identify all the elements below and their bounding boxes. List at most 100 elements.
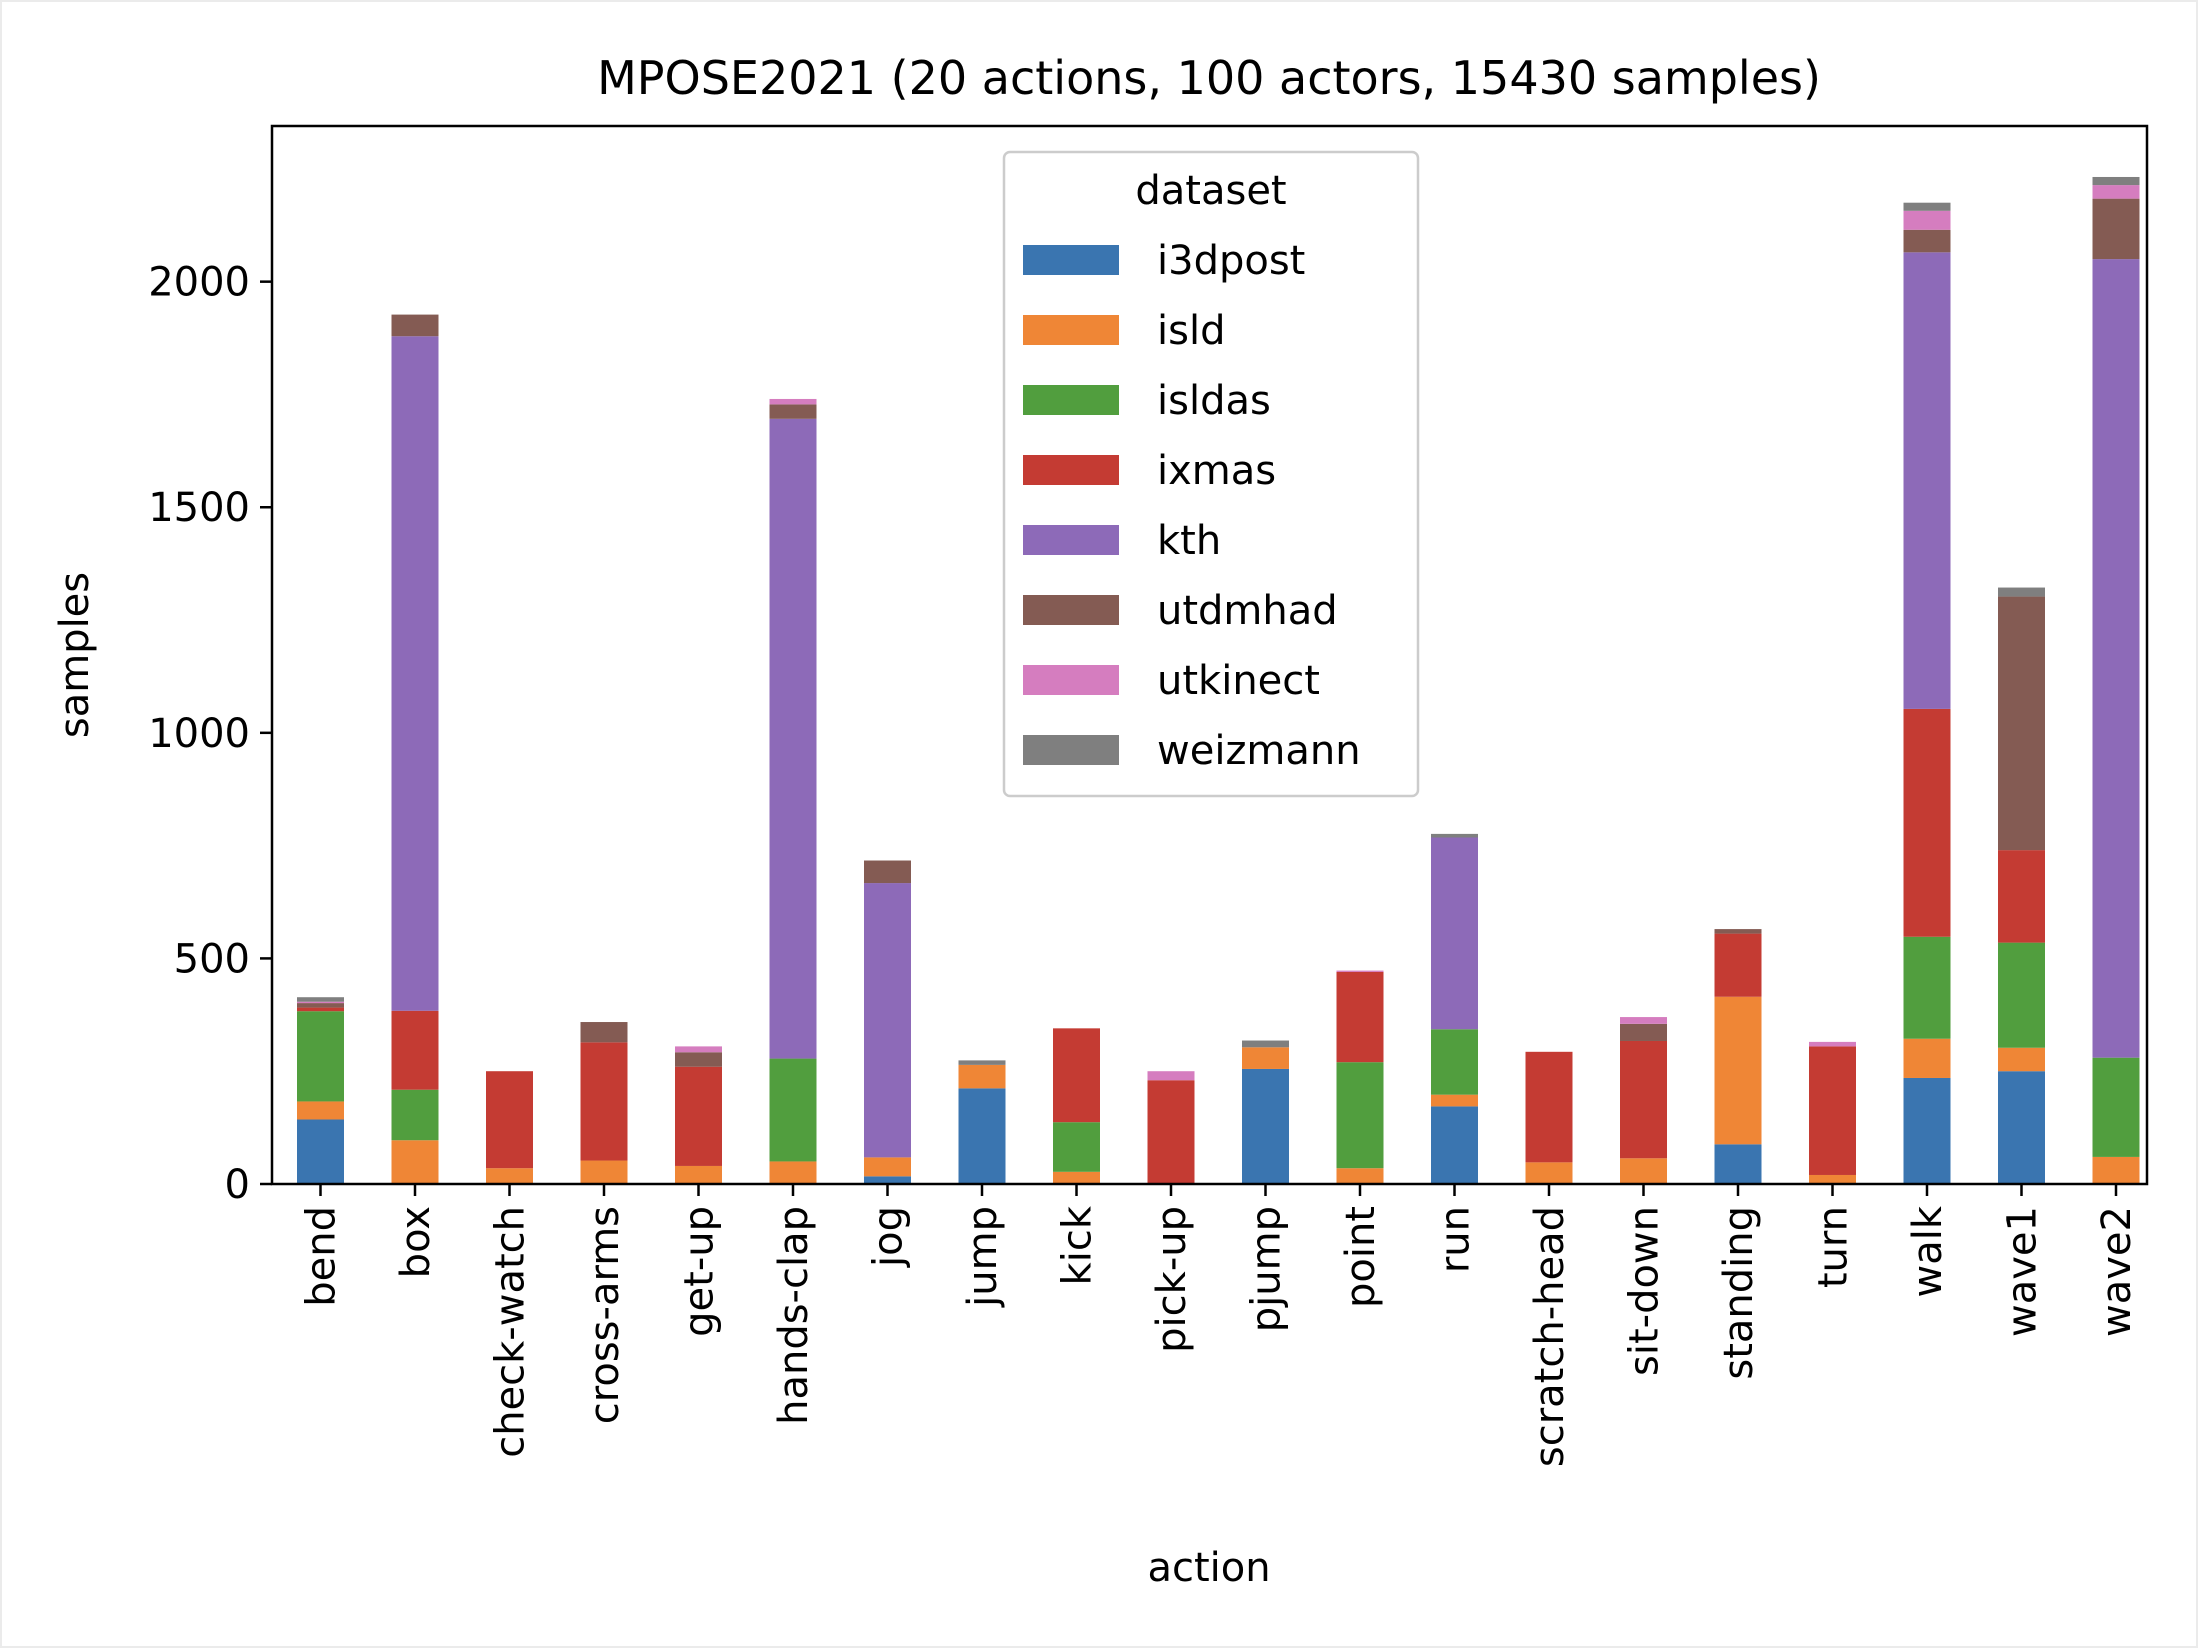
x-tick-label-get-up: get-up: [677, 1206, 723, 1337]
x-tick-label-pick-up: pick-up: [1149, 1206, 1195, 1353]
bar-jump-isld: [958, 1064, 1006, 1089]
bar-wave2-isldas: [2092, 1057, 2140, 1157]
bar-bend-weizmann: [297, 997, 344, 1002]
bar-bend-i3dpost: [297, 1119, 344, 1184]
bar-standing-isld: [1714, 996, 1762, 1145]
bar-cross-arms-ixmas: [580, 1042, 628, 1161]
bar-kick-isld: [1053, 1171, 1100, 1184]
x-tick-label-walk: walk: [1905, 1205, 1951, 1297]
bar-cross-arms-utdmhad: [580, 1022, 628, 1043]
bar-run-isld: [1431, 1094, 1478, 1107]
bar-get-up-utdmhad: [675, 1052, 722, 1067]
bar-pjump-i3dpost: [1242, 1068, 1289, 1184]
bar-point-utkinect: [1336, 970, 1384, 972]
bar-bend-utdmhad: [297, 1003, 344, 1008]
bar-cross-arms-isld: [580, 1160, 628, 1184]
bar-hands-clap-utkinect: [769, 398, 817, 405]
x-tick-label-box: box: [393, 1206, 439, 1278]
x-axis: bend box check-watch cross-arms get-up hands-…: [299, 1184, 2140, 1467]
legend-title: dataset: [1135, 168, 1286, 214]
bar-pick-up-utkinect: [1147, 1071, 1195, 1081]
bar-bend-ixmas: [297, 1007, 344, 1012]
bar-hands-clap-kth: [769, 418, 817, 1059]
x-tick-label-run: run: [1433, 1206, 1479, 1273]
bar-sit-down-utkinect: [1620, 1017, 1667, 1024]
bar-run-weizmann: [1431, 833, 1478, 838]
bar-scratch-head-isld: [1525, 1162, 1573, 1184]
bar-hands-clap-isld: [769, 1161, 817, 1184]
bar-sit-down-isld: [1620, 1158, 1667, 1184]
x-tick-label-bend: bend: [299, 1206, 345, 1307]
bar-pick-up-ixmas: [1147, 1080, 1195, 1184]
bar-point-isld: [1336, 1168, 1384, 1184]
bar-point-isldas: [1336, 1062, 1384, 1169]
bar-hands-clap-utdmhad: [769, 404, 817, 419]
x-tick-label-turn: turn: [1811, 1206, 1857, 1288]
x-axis-label: action: [1147, 1545, 1270, 1591]
bar-jump-i3dpost: [958, 1088, 1006, 1184]
bar-point-ixmas: [1336, 971, 1384, 1063]
bar-sit-down-utdmhad: [1620, 1023, 1667, 1041]
legend-swatch-isld: [1023, 315, 1119, 345]
bar-box-kth: [391, 336, 439, 1011]
bar-get-up-utkinect: [675, 1046, 722, 1053]
legend-swatch-weizmann: [1023, 735, 1119, 765]
x-tick-label-jog: jog: [866, 1206, 912, 1268]
x-tick-label-check-watch: check-watch: [488, 1206, 534, 1458]
x-tick-label-pjump: pjump: [1244, 1206, 1290, 1332]
legend-label-isldas: isldas: [1157, 378, 1271, 424]
bar-bend-utkinect: [297, 1001, 344, 1004]
legend-items: i3dpost isld isldas ixmas kth utdmhad utkinect…: [1023, 238, 1361, 774]
bar-pjump-isld: [1242, 1047, 1289, 1069]
y-axis-label: samples: [52, 572, 98, 738]
bar-kick-ixmas: [1053, 1028, 1100, 1123]
bar-wave1-isldas: [1998, 942, 2045, 1048]
y-tick-label: 2000: [148, 260, 250, 306]
bar-hands-clap-isldas: [769, 1058, 817, 1162]
bar-wave1-utdmhad: [1998, 596, 2045, 851]
bar-turn-utkinect: [1809, 1041, 1856, 1047]
legend-swatch-ixmas: [1023, 455, 1119, 485]
plot-frame: [270, 124, 2149, 1186]
chart-title: MPOSE2021 (20 actions, 100 actors, 15430…: [597, 51, 1821, 105]
bar-jog-utdmhad: [864, 860, 911, 884]
bar-wave1-isld: [1998, 1047, 2045, 1072]
bar-standing-utdmhad: [1714, 929, 1762, 934]
bar-walk-utkinect: [1903, 210, 1951, 230]
bar-walk-weizmann: [1903, 202, 1951, 211]
legend-box: [1002, 150, 1420, 798]
bar-walk-isld: [1903, 1038, 1951, 1078]
bar-walk-i3dpost: [1903, 1077, 1951, 1184]
bar-kick-isldas: [1053, 1122, 1100, 1172]
x-tick-label-hands-clap: hands-clap: [771, 1206, 817, 1425]
bar-check-watch-isld: [486, 1168, 533, 1184]
bar-get-up-ixmas: [675, 1066, 722, 1166]
legend-swatch-i3dpost: [1023, 245, 1119, 275]
x-tick-label-sit-down: sit-down: [1622, 1206, 1668, 1376]
bar-box-ixmas: [391, 1010, 439, 1090]
legend-label-utdmhad: utdmhad: [1157, 588, 1338, 634]
bar-wave2-isld: [2092, 1156, 2140, 1184]
bar-box-isld: [391, 1140, 439, 1184]
bar-run-i3dpost: [1431, 1106, 1478, 1184]
bar-wave2-kth: [2092, 259, 2140, 1058]
bar-wave2-utdmhad: [2092, 198, 2140, 260]
legend-label-isld: isld: [1157, 308, 1225, 354]
bar-jog-kth: [864, 883, 911, 1158]
bar-wave1-i3dpost: [1998, 1071, 2045, 1184]
legend-swatch-utdmhad: [1023, 595, 1119, 625]
bar-walk-utdmhad: [1903, 229, 1951, 253]
x-tick-label-kick: kick: [1055, 1205, 1101, 1285]
legend: dataset i3dpost isld isldas ixmas kth utdmhad…: [1002, 150, 1420, 798]
y-tick-label: 1500: [148, 485, 250, 531]
bar-scratch-head-ixmas: [1525, 1051, 1573, 1163]
y-tick-label: 0: [225, 1162, 250, 1208]
bar-sit-down-ixmas: [1620, 1040, 1667, 1159]
bar-turn-isld: [1809, 1174, 1856, 1184]
x-tick-label-point: point: [1338, 1206, 1384, 1308]
x-tick-label-scratch-head: scratch-head: [1527, 1206, 1573, 1467]
bar-box-isldas: [391, 1089, 439, 1141]
bar-bend-isldas: [297, 1011, 344, 1102]
bar-walk-ixmas: [1903, 708, 1951, 937]
